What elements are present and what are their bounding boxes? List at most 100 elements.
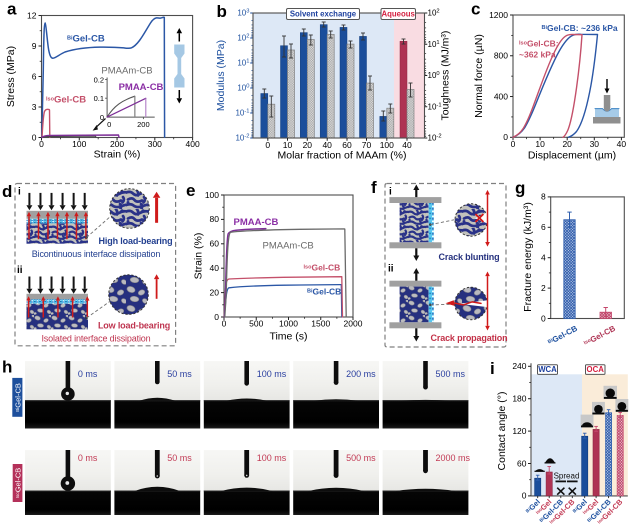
svg-text:0: 0 <box>522 491 527 501</box>
svg-text:0 ms: 0 ms <box>78 369 98 379</box>
svg-text:Solvent exchange: Solvent exchange <box>290 10 357 19</box>
svg-text:ii: ii <box>388 264 394 275</box>
svg-text:OCA: OCA <box>587 365 605 374</box>
svg-text:i: i <box>389 187 392 198</box>
svg-text:60: 60 <box>210 239 220 249</box>
svg-text:40: 40 <box>210 263 220 273</box>
svg-text:500 ms: 500 ms <box>436 369 466 379</box>
svg-text:300: 300 <box>148 139 162 149</box>
svg-text:2000 ms: 2000 ms <box>436 453 471 463</box>
svg-text:i: i <box>18 187 21 198</box>
svg-text:PMAAm-CB: PMAAm-CB <box>263 241 314 252</box>
svg-text:Strain (%): Strain (%) <box>193 233 205 280</box>
svg-text:Toughness (MJ/m³): Toughness (MJ/m³) <box>440 31 452 121</box>
svg-text:2000: 2000 <box>344 319 363 329</box>
svg-text:100 ms: 100 ms <box>257 369 287 379</box>
svg-text:a: a <box>7 0 17 19</box>
svg-text:240: 240 <box>512 361 526 371</box>
svg-text:Strain (%): Strain (%) <box>94 149 141 161</box>
svg-text:100: 100 <box>428 71 440 80</box>
svg-text:d: d <box>2 182 12 201</box>
svg-text:Isolated interface dissipation: Isolated interface dissipation <box>41 334 150 344</box>
svg-text:Modulus (MPa): Modulus (MPa) <box>215 40 227 111</box>
svg-text:Fracture energy (kJ/m³): Fracture energy (kJ/m³) <box>522 202 534 312</box>
svg-text:IsoGel-CB: IsoGel-CB <box>13 468 22 499</box>
svg-text:10-1: 10-1 <box>428 102 442 111</box>
svg-text:Molar fraction of MAAm (%): Molar fraction of MAAm (%) <box>278 150 407 162</box>
svg-text:10-2: 10-2 <box>428 134 442 143</box>
svg-text:400: 400 <box>494 91 508 101</box>
svg-text:~362 kPa: ~362 kPa <box>519 50 556 60</box>
svg-text:0: 0 <box>222 319 227 329</box>
svg-text:0: 0 <box>32 132 37 142</box>
svg-text:g: g <box>515 179 525 198</box>
svg-text:500 ms: 500 ms <box>346 453 376 463</box>
svg-text:10: 10 <box>535 139 545 149</box>
svg-text:Crack blunting: Crack blunting <box>439 252 500 262</box>
svg-text:ii: ii <box>17 265 23 276</box>
svg-text:20: 20 <box>562 139 572 149</box>
svg-text:f: f <box>371 178 377 197</box>
svg-text:PMAAm-CB: PMAAm-CB <box>101 66 152 77</box>
svg-text:30: 30 <box>590 139 600 149</box>
svg-text:101: 101 <box>428 40 440 49</box>
svg-text:c: c <box>471 0 480 19</box>
svg-text:WCA: WCA <box>538 365 557 374</box>
svg-text:200: 200 <box>137 120 150 129</box>
svg-text:1500: 1500 <box>311 319 330 329</box>
svg-text:Stress (MPa): Stress (MPa) <box>5 46 17 107</box>
svg-text:PMAA-CB: PMAA-CB <box>119 82 164 93</box>
svg-text:2: 2 <box>541 283 546 293</box>
svg-text:800: 800 <box>494 51 508 61</box>
svg-text:BiGel-CB: BiGel-CB <box>14 383 23 412</box>
svg-text:100: 100 <box>205 190 219 200</box>
svg-text:0: 0 <box>214 312 219 322</box>
svg-text:1200: 1200 <box>489 10 508 20</box>
svg-text:h: h <box>2 358 12 377</box>
svg-text:8: 8 <box>541 192 546 202</box>
svg-text:0: 0 <box>265 140 270 150</box>
svg-text:0: 0 <box>107 120 111 129</box>
svg-text:Bicontinuous interface dissipa: Bicontinuous interface dissipation <box>32 249 161 259</box>
svg-text:BiGel-CB: BiGel-CB <box>307 287 341 297</box>
svg-text:70: 70 <box>362 140 372 150</box>
svg-text:60: 60 <box>517 458 527 468</box>
svg-text:100 ms: 100 ms <box>257 453 287 463</box>
svg-text:i: i <box>490 359 495 378</box>
svg-text:103: 103 <box>237 9 249 18</box>
svg-text:BiGel-CB: ~236 kPa: BiGel-CB: ~236 kPa <box>542 23 618 33</box>
svg-text:e: e <box>186 181 195 200</box>
svg-text:b: b <box>217 2 227 21</box>
svg-text:20: 20 <box>303 140 313 150</box>
svg-text:1000: 1000 <box>279 319 298 329</box>
svg-text:IsoGel-CB: IsoGel-CB <box>46 95 86 106</box>
svg-text:0.1: 0.1 <box>94 94 104 103</box>
svg-text:10: 10 <box>283 140 293 150</box>
svg-text:400: 400 <box>186 139 200 149</box>
svg-text:40: 40 <box>322 140 332 150</box>
svg-text:0.2: 0.2 <box>94 75 104 84</box>
svg-text:0: 0 <box>503 132 508 142</box>
svg-text:60: 60 <box>342 140 352 150</box>
svg-text:0 ms: 0 ms <box>78 453 98 463</box>
svg-text:Aqueous: Aqueous <box>382 10 416 19</box>
svg-text:100: 100 <box>237 84 249 93</box>
svg-text:20: 20 <box>210 287 220 297</box>
svg-text:Spread: Spread <box>554 471 580 480</box>
svg-text:80: 80 <box>210 214 220 224</box>
svg-text:IsoGel-CB:: IsoGel-CB: <box>519 39 559 49</box>
svg-text:6: 6 <box>541 222 546 232</box>
svg-text:0: 0 <box>511 139 516 149</box>
svg-text:3: 3 <box>32 102 37 112</box>
svg-text:200 ms: 200 ms <box>346 369 376 379</box>
svg-text:102: 102 <box>237 34 249 43</box>
svg-text:Time (s): Time (s) <box>269 331 307 343</box>
svg-text:6: 6 <box>32 71 37 81</box>
svg-text:40: 40 <box>617 139 627 149</box>
svg-text:40: 40 <box>402 140 412 150</box>
svg-text:4: 4 <box>541 253 546 263</box>
svg-text:200: 200 <box>110 139 124 149</box>
svg-text:50 ms: 50 ms <box>167 453 192 463</box>
svg-text:500: 500 <box>249 319 263 329</box>
svg-text:10-2: 10-2 <box>235 134 249 143</box>
